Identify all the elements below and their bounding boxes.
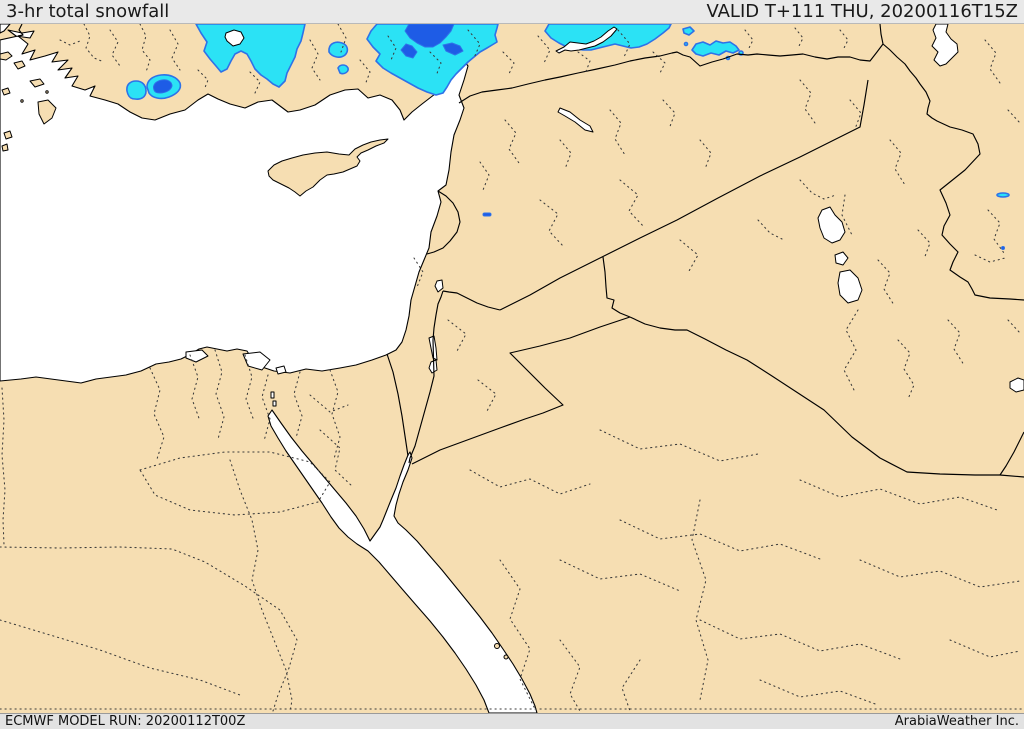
snow-mass-central-turkey	[366, 23, 499, 96]
footer-bar: ECMWF MODEL RUN: 20200112T00Z ArabiaWeat…	[0, 713, 1024, 729]
red-sea-island	[503, 654, 509, 660]
sea-of-galilee	[434, 279, 444, 293]
bitter-lake	[270, 391, 275, 399]
border-jordan-saudi	[411, 316, 631, 465]
map-canvas	[0, 23, 1024, 714]
cyprus-island	[267, 138, 389, 197]
border-turkey-syria-iraq	[458, 23, 884, 104]
lake-van	[555, 26, 618, 54]
border-jordan-iraq	[602, 256, 631, 318]
border-iraq-kuwait	[999, 431, 1024, 476]
red-sea	[267, 391, 538, 714]
lakes	[224, 23, 1024, 393]
lake-assad	[557, 107, 594, 133]
nile-delta-lagoons	[185, 349, 287, 375]
snow-band-west-turkey	[195, 23, 306, 88]
lake-habbaniyah	[834, 251, 849, 266]
border-egypt-israel	[386, 353, 409, 457]
snowfall-heavy-areas	[153, 23, 1005, 250]
dead-sea-south	[428, 359, 438, 374]
lake-hammar	[1009, 377, 1024, 393]
header-bar: 3-hr total snowfall VALID T+111 THU, 202…	[0, 0, 1024, 24]
snowfall-map	[0, 23, 1024, 714]
aegean-islands	[0, 51, 57, 152]
valid-time-label: VALID T+111 THU, 20200116T15Z	[706, 1, 1018, 22]
snow-dot-iran	[1001, 246, 1005, 250]
border-syria-iraq	[499, 79, 869, 311]
border-israel-jordan	[408, 290, 444, 464]
snow-spot-lebanon	[482, 212, 492, 217]
border-turkey-greece	[17, 23, 24, 37]
admin-borders	[0, 23, 1024, 713]
model-run-label: ECMWF MODEL RUN: 20200112T00Z	[5, 714, 246, 729]
credit-label: ArabiaWeather Inc.	[894, 714, 1019, 729]
rhodes-island	[37, 99, 57, 125]
lake-urmia	[931, 23, 959, 67]
page-title: 3-hr total snowfall	[6, 1, 170, 22]
bitter-lake-small	[272, 400, 277, 407]
border-syria-jordan	[442, 290, 501, 311]
lake-tharthar	[817, 206, 846, 244]
red-sea-island	[494, 643, 500, 649]
lake-beysehir	[224, 29, 245, 47]
snow-spot-iran	[996, 192, 1010, 198]
mediterranean-sea	[0, 23, 469, 384]
marmara-corner	[0, 23, 11, 34]
dardanelles-inlet	[7, 29, 35, 39]
border-lebanon-syria	[426, 190, 461, 255]
border-iran-iraq	[882, 43, 1024, 301]
lake-razazza	[837, 269, 863, 304]
country-borders	[17, 23, 1024, 478]
border-iraq-saudi	[629, 316, 1024, 478]
